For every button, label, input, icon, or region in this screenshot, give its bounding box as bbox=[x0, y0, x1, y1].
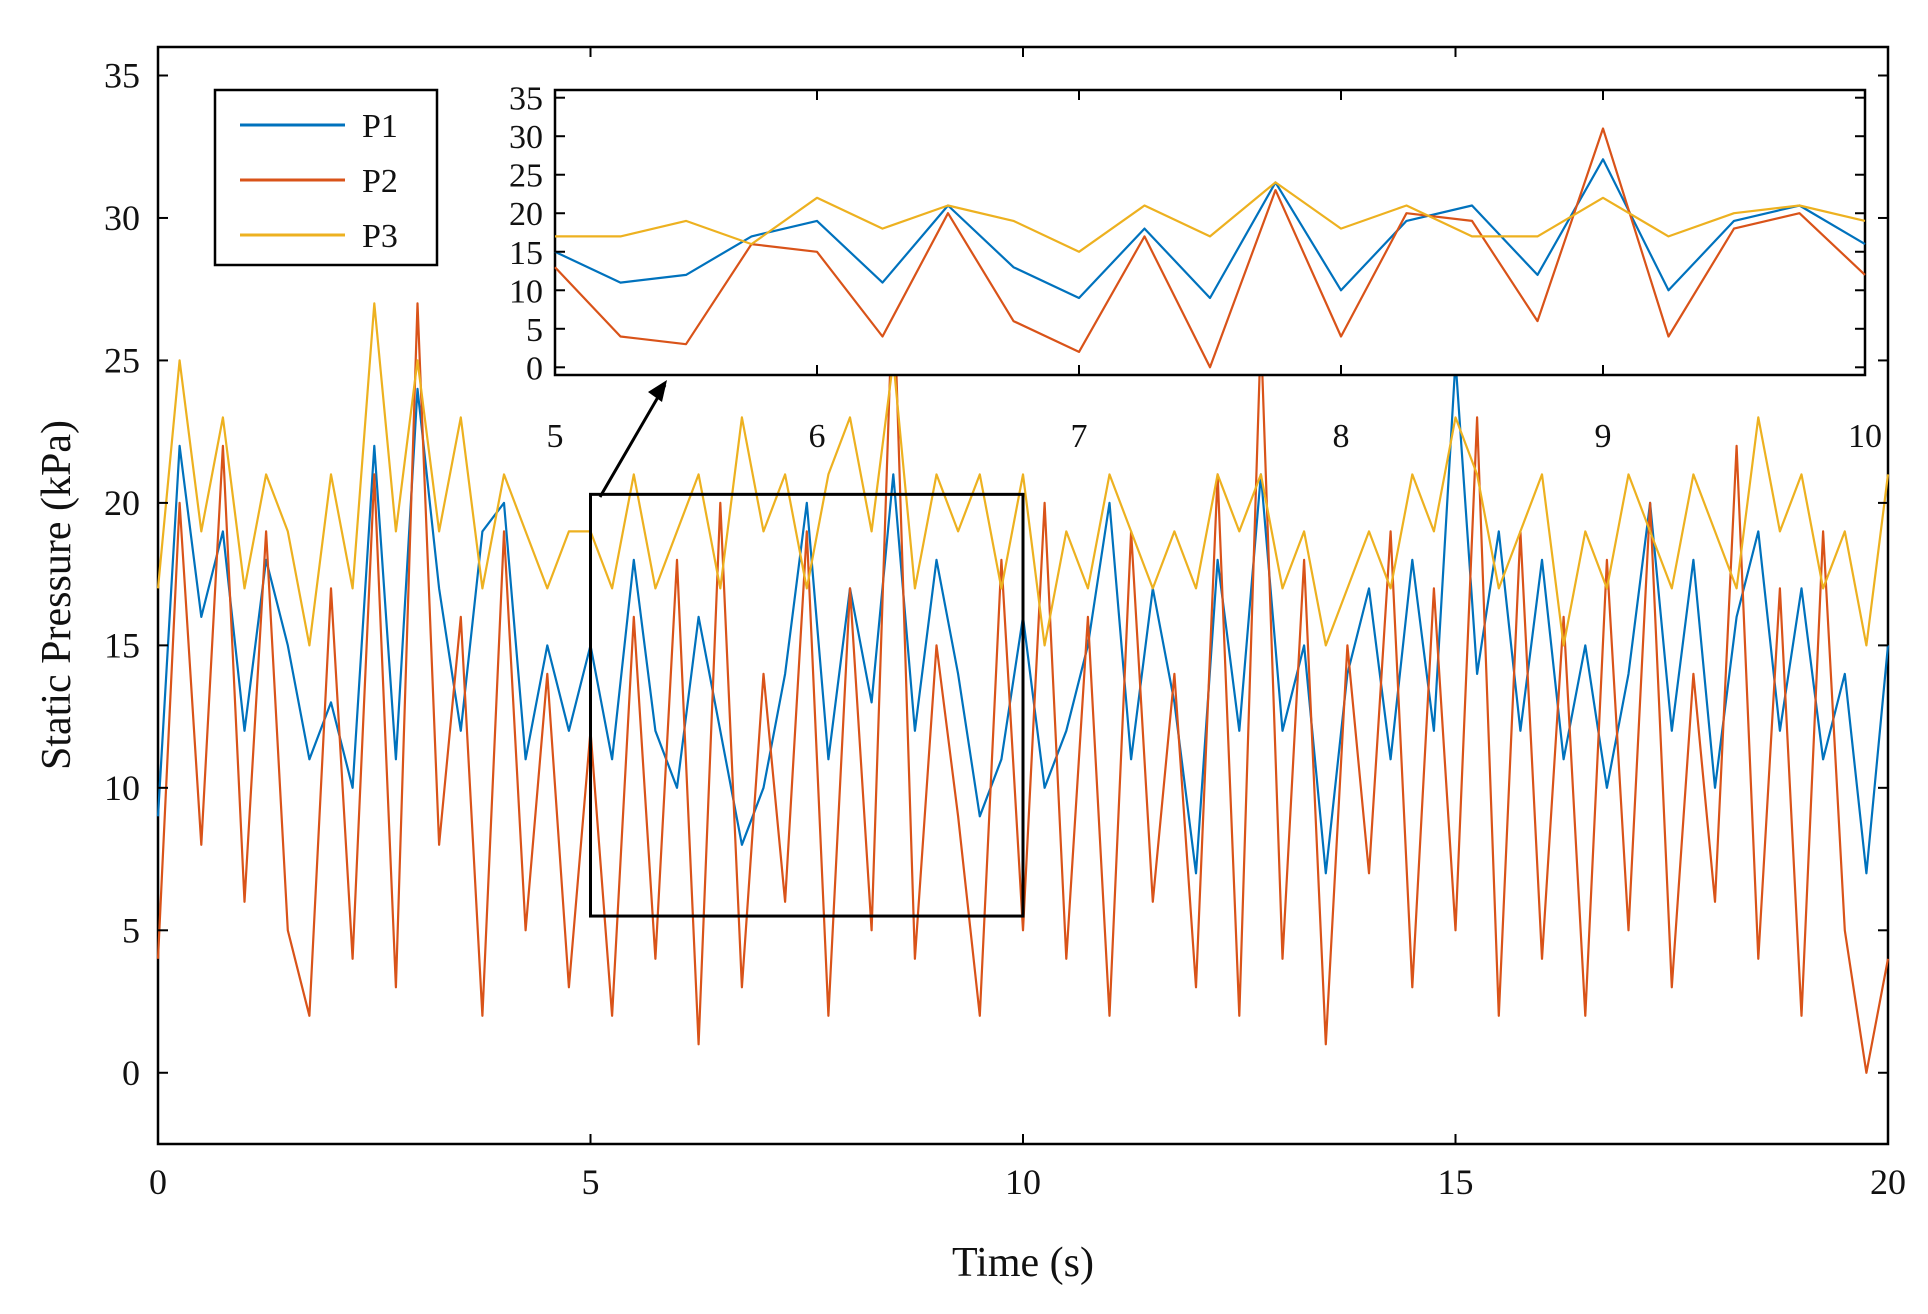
legend-box bbox=[213, 88, 439, 267]
main-y-tick-label: 35 bbox=[104, 55, 140, 95]
inset-x-tick-label: 8 bbox=[1333, 418, 1350, 455]
zoom-arrow bbox=[598, 384, 667, 498]
inset-x-tick-label: 9 bbox=[1595, 418, 1612, 455]
inset-y-tick-label: 25 bbox=[509, 158, 543, 195]
inset-y-tick-label: 5 bbox=[526, 312, 543, 349]
main-series-line-p3 bbox=[156, 302, 1890, 647]
inset-y-tick-label: 35 bbox=[509, 81, 543, 118]
inset-x-tick-label: 6 bbox=[809, 418, 826, 455]
inset-plot-frame bbox=[553, 88, 1867, 377]
main-y-tick-label: 15 bbox=[104, 625, 140, 665]
main-x-tick-label: 5 bbox=[582, 1162, 600, 1202]
inset-series-line-p1 bbox=[554, 158, 1866, 300]
main-x-tick-label: 20 bbox=[1870, 1162, 1906, 1202]
main-y-tick-label: 0 bbox=[122, 1053, 140, 1093]
inset-series-line-p3 bbox=[555, 181, 1866, 253]
zoom-arrow-head-icon bbox=[648, 380, 667, 402]
zoom-region-box bbox=[589, 492, 1025, 918]
main-x-tick-label: 0 bbox=[149, 1162, 167, 1202]
inset-x-tick-label: 5 bbox=[547, 418, 564, 455]
main-series-line-p2 bbox=[156, 273, 1890, 1074]
legend-label-p2: P2 bbox=[362, 163, 398, 200]
main-x-tick-label: 10 bbox=[1005, 1162, 1041, 1202]
main-y-tick-label: 30 bbox=[104, 198, 140, 238]
inset-y-tick-label: 10 bbox=[509, 273, 543, 310]
main-x-tick-label: 15 bbox=[1438, 1162, 1474, 1202]
main-y-tick-label: 20 bbox=[104, 483, 140, 523]
inset-y-tick-label: 30 bbox=[509, 119, 543, 156]
main-y-tick-label: 10 bbox=[104, 768, 140, 808]
inset-x-tick-label: 10 bbox=[1848, 418, 1882, 455]
inset-series-line-p2 bbox=[554, 127, 1866, 369]
x-axis-label: Time (s) bbox=[952, 1240, 1094, 1286]
inset-x-tick-label: 7 bbox=[1071, 418, 1088, 455]
main-y-tick-label: 5 bbox=[122, 910, 140, 950]
inset-y-tick-label: 0 bbox=[526, 350, 543, 387]
legend-label-p1: P1 bbox=[362, 108, 398, 145]
inset-y-tick-label: 15 bbox=[509, 235, 543, 272]
inset-y-tick-label: 20 bbox=[509, 196, 543, 233]
legend: P1 P2 P3 bbox=[213, 88, 439, 267]
main-y-tick-label: 25 bbox=[104, 340, 140, 380]
inset-series-group bbox=[554, 127, 1866, 369]
legend-label-p3: P3 bbox=[362, 218, 398, 255]
y-axis-label: Static Pressure (kPa) bbox=[34, 420, 80, 770]
